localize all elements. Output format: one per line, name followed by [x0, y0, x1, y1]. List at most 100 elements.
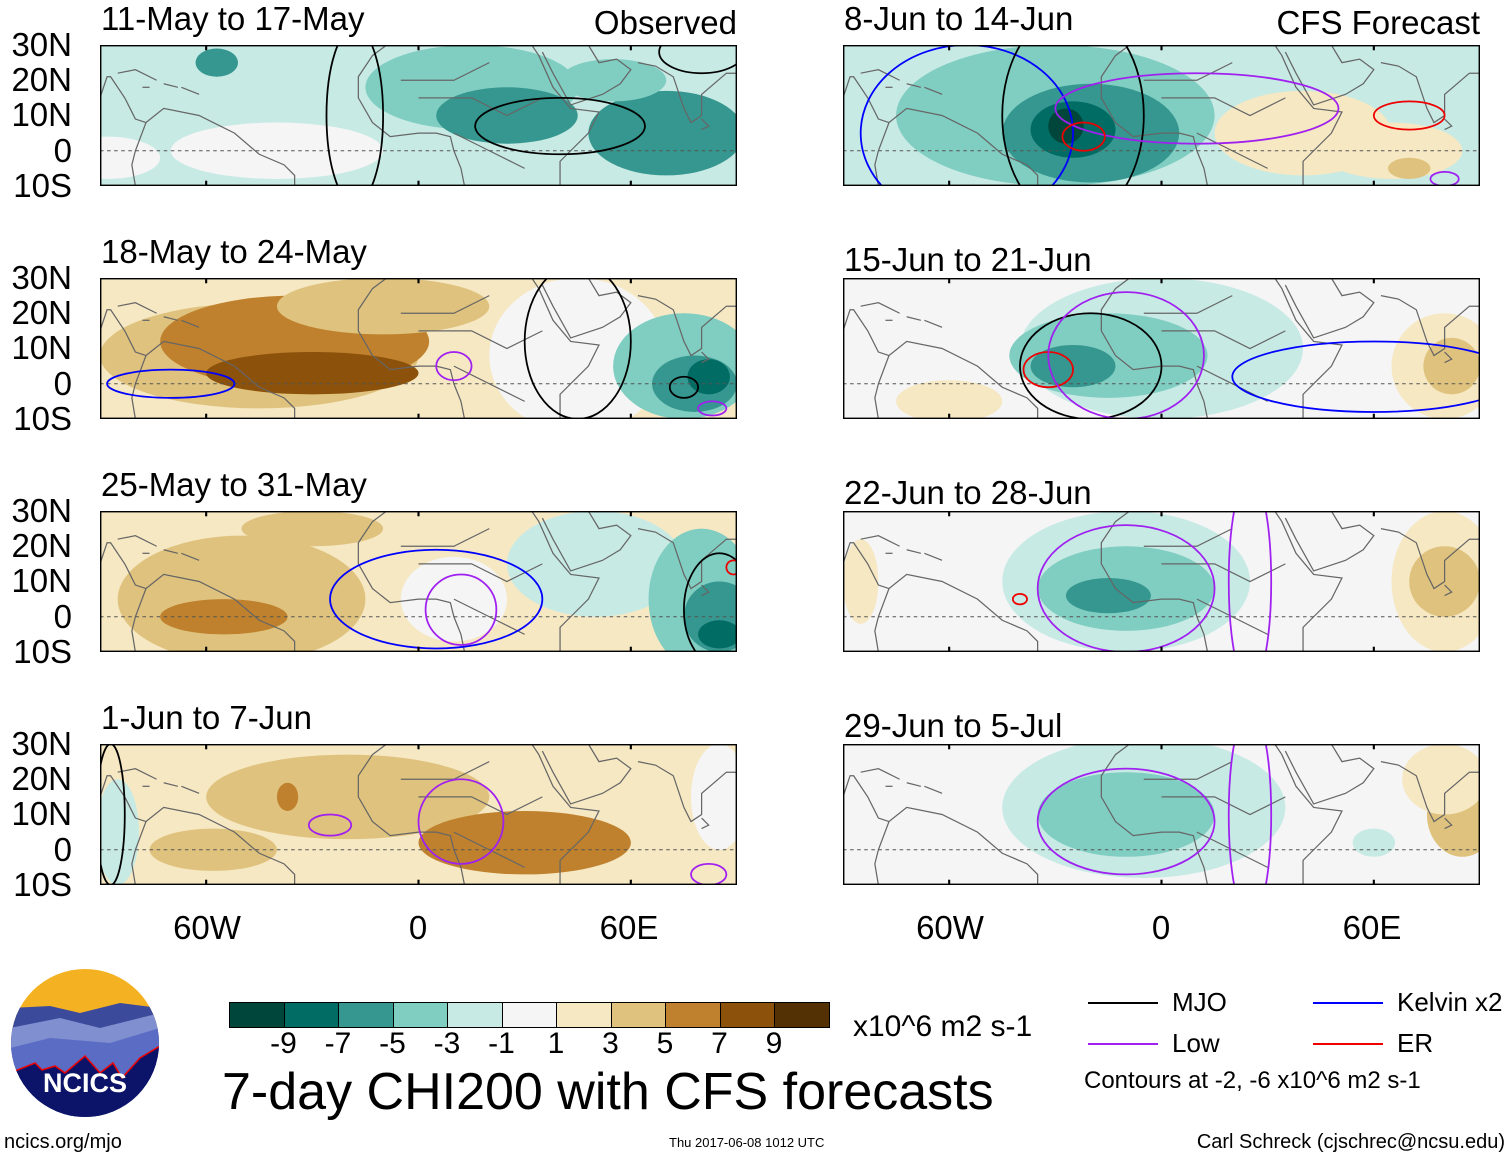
- coastline: [1380, 528, 1480, 590]
- anomaly-region: [276, 278, 490, 335]
- lat-label: 20N: [11, 294, 72, 332]
- colorbar-tick-label: 7: [711, 1027, 728, 1060]
- lat-label: 10S: [13, 632, 72, 670]
- coastline: [924, 552, 943, 561]
- coastline: [400, 62, 490, 81]
- anomaly-region: [195, 48, 239, 77]
- credit: Carl Schreck (cjschrec@ncsu.edu): [1196, 1131, 1505, 1153]
- coastline: [1100, 278, 1209, 419]
- colorbar-swatch: [666, 1003, 721, 1027]
- panel-title: 18-May to 24-May: [101, 233, 367, 270]
- coastline: [453, 831, 525, 868]
- low-contour: [1047, 291, 1205, 419]
- coastline: [1274, 511, 1343, 652]
- coastline: [860, 768, 900, 780]
- colorbar-swatch: [393, 1003, 448, 1027]
- coastline: [1284, 744, 1375, 805]
- coastline: [1161, 97, 1286, 117]
- coastline: [1444, 351, 1453, 364]
- coastline: [453, 132, 525, 169]
- lat-label: 0: [53, 364, 72, 402]
- coastline: [906, 316, 922, 321]
- units-label: x10^6 m2 s-1: [853, 1010, 1033, 1043]
- coastline: [117, 535, 157, 547]
- anomaly-region: [843, 539, 879, 624]
- ncics-logo: NCICS: [11, 969, 159, 1117]
- mjo-contour: [325, 45, 384, 186]
- coastline: [701, 584, 710, 597]
- coastline: [1143, 528, 1233, 547]
- coastline: [1380, 62, 1480, 124]
- panel-title: 8-Jun to 14-Jun: [844, 0, 1074, 37]
- lon-label: 0: [408, 909, 428, 946]
- lat-label: 10N: [11, 562, 72, 600]
- coastline: [117, 69, 157, 81]
- er-contour: [1372, 100, 1446, 131]
- lat-label: 30N: [11, 26, 72, 63]
- coastline: [163, 782, 179, 787]
- low-contour: [1429, 171, 1460, 186]
- coastline: [701, 351, 710, 364]
- low-contour: [1036, 524, 1216, 652]
- coastline: [181, 785, 200, 794]
- coastline: [1444, 118, 1453, 131]
- coastline: [1284, 45, 1375, 106]
- map-panel: [843, 511, 1480, 652]
- lat-label: 20N: [11, 527, 72, 565]
- lon-label: 60E: [599, 909, 659, 946]
- lon-label: 60W: [916, 909, 984, 946]
- colorbar-tick-label: 9: [765, 1027, 783, 1060]
- coastline: [100, 76, 147, 124]
- colorbar-swatches: [229, 1002, 830, 1028]
- coastline: [1100, 45, 1209, 186]
- timestamp: Thu 2017-06-08 1012 UTC: [669, 1135, 825, 1150]
- colorbar-swatch: [557, 1003, 612, 1027]
- colorbar-tick-label: 3: [602, 1027, 619, 1060]
- map-panel: [100, 45, 737, 186]
- coastline: [400, 295, 490, 314]
- coastline: [117, 768, 157, 780]
- map-panel: [843, 45, 1480, 186]
- coastline: [1274, 744, 1343, 885]
- low-contour: [417, 778, 505, 865]
- coastline: [637, 62, 737, 124]
- mjo-legend-line: [1088, 1002, 1158, 1004]
- low-contour: [697, 400, 728, 417]
- map-panel: [100, 511, 737, 652]
- lat-label: 10N: [11, 795, 72, 833]
- low-contour: [1054, 72, 1340, 145]
- anomaly-region: [241, 511, 384, 547]
- panel-title: 29-Jun to 5-Jul: [844, 707, 1063, 744]
- kelvin-contour: [1231, 340, 1480, 413]
- coastline: [1380, 761, 1480, 823]
- site-link[interactable]: ncics.org/mjo: [4, 1131, 122, 1153]
- colorbar-tick-label: -3: [433, 1027, 461, 1060]
- coastline: [1380, 295, 1480, 357]
- coastline: [453, 598, 525, 635]
- anomaly-region: [698, 620, 737, 649]
- coastline: [117, 302, 157, 314]
- colorbar-swatch: [775, 1003, 829, 1027]
- mjo-contour: [523, 278, 632, 419]
- coastline: [860, 302, 900, 314]
- colorbar-swatch: [230, 1003, 285, 1027]
- colorbar-tick-label: 1: [547, 1027, 565, 1060]
- coastline: [1100, 511, 1209, 652]
- coastline: [924, 785, 943, 794]
- coastline: [357, 45, 466, 186]
- figure-title: 7-day CHI200 with CFS forecasts: [222, 1063, 994, 1121]
- low-legend-line: [1088, 1043, 1158, 1045]
- coastline: [874, 573, 1039, 652]
- panel-title: 1-Jun to 7-Jun: [101, 699, 312, 736]
- kelvin-legend-line: [1313, 1002, 1383, 1004]
- coastline: [163, 549, 179, 554]
- colorbar-tick-label: -1: [488, 1027, 515, 1060]
- er-contour: [1061, 121, 1106, 152]
- lat-label: 20N: [11, 760, 72, 798]
- mjo-contour: [474, 96, 646, 156]
- coastline: [1274, 45, 1343, 186]
- coastline: [541, 744, 632, 805]
- coastline: [701, 118, 710, 131]
- lon-label: 60E: [1342, 909, 1402, 946]
- coastline: [357, 744, 466, 885]
